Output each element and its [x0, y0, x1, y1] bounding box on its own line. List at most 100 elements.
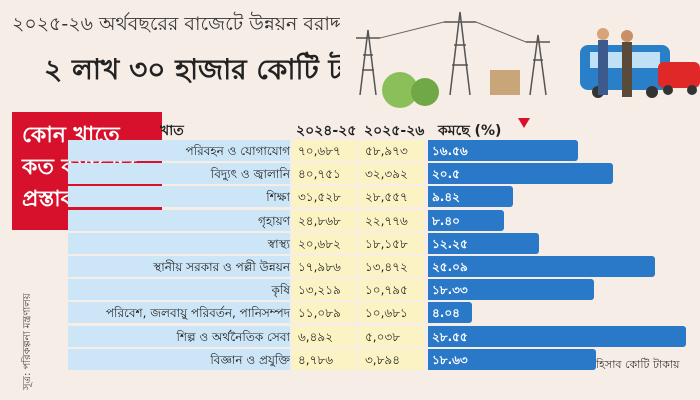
- unit-note: হিসাব কোটি টাকায়: [596, 358, 680, 371]
- cut-percent-bar: [428, 279, 594, 301]
- value-2024-25-cell: [292, 302, 357, 324]
- value-2025-26-cell: [359, 279, 424, 301]
- table-row: বিদ্যুৎ ও জ্বালানি ৪০,৭৫১ ৩২,৩৯২ ২০.৫: [0, 163, 700, 185]
- cut-percent-label: ২৮.৫৫: [432, 329, 468, 344]
- value-2025-26-cell: [359, 256, 424, 277]
- table-row: পরিবহন ও যোগাযোগ ৭০,৬৮৭ ৫৮,৯৭৩ ১৬.৫৬: [0, 140, 700, 162]
- value-2025-26: ৫,০৩৮: [365, 329, 400, 344]
- cut-percent-bar: [428, 209, 504, 231]
- value-2024-25-cell: [292, 232, 357, 254]
- value-2024-25: ২৪,৮৬৮: [298, 213, 341, 228]
- category-label: স্থানীয় সরকার ও পল্লী উন্নয়ন: [153, 260, 290, 274]
- value-2024-25: ৩১,৫২৮: [298, 190, 341, 205]
- table-row: কৃষি ১৩,২১৯ ১০,৭৯৫ ১৮.৩৩: [0, 279, 700, 301]
- value-2025-26-cell: [359, 232, 424, 254]
- value-2025-26-cell: [359, 186, 424, 208]
- value-2024-25-cell: [292, 348, 357, 370]
- value-2024-25-cell: [292, 186, 357, 208]
- infrastructure-illustration: [340, 0, 700, 108]
- category-label: বিজ্ঞান ও প্রযুক্তি: [210, 352, 290, 367]
- value-2024-25: ৪০,৭৫১: [298, 167, 341, 182]
- category-cell: [68, 348, 290, 370]
- cut-percent-label: ২৫.০৯: [432, 260, 468, 274]
- column-header-2025-26: ২০২৫-২৬: [364, 123, 425, 139]
- category-label: গৃহায়ণ: [258, 213, 290, 228]
- value-2025-26-cell: [359, 302, 424, 324]
- cut-percent-label: ১৮.৬৩: [432, 352, 468, 367]
- value-2024-25: ৭০,৬৮৭: [298, 144, 341, 158]
- value-2024-25-cell: [292, 279, 357, 301]
- category-cell: [68, 186, 290, 208]
- category-label: স্বাস্থ্য: [267, 236, 290, 251]
- category-cell: [68, 302, 290, 324]
- column-header-cut-percent: কমছে (%): [438, 123, 502, 139]
- table-row: পরিবেশ, জলবায়ু পরিবর্তন, পানিসম্পদ ১১,০৮…: [0, 302, 700, 324]
- table-row: বিজ্ঞান ও প্রযুক্তি ৪,৭৮৬ ৩,৮৯৪ ১৮.৬৩: [0, 348, 700, 371]
- cut-percent-bar: [428, 256, 655, 277]
- column-header-sector: খাত: [160, 123, 184, 139]
- value-2024-25: ৪,৭৮৬: [298, 352, 333, 367]
- value-2025-26: ১৮,১৫৮: [365, 236, 408, 251]
- category-cell: [68, 325, 290, 347]
- value-2024-25: ১৩,২১৯: [298, 283, 341, 298]
- value-2024-25-cell: [292, 209, 357, 231]
- cut-percent-bar: [428, 232, 539, 254]
- table-row: শিক্ষা ৩১,৫২৮ ২৮,৫৫৭ ৯.৪২: [0, 186, 700, 208]
- value-2024-25: ২০,৬৮২: [298, 236, 341, 251]
- category-label: বিদ্যুৎ ও জ্বালানি: [210, 167, 290, 182]
- cut-percent-label: ১২.২৫: [432, 236, 468, 251]
- cut-percent-label: ১৮.৩৩: [432, 283, 468, 298]
- table-row: স্বাস্থ্য ২০,৬৮২ ১৮,১৫৮ ১২.২৫: [0, 232, 700, 255]
- category-cell: [68, 209, 290, 231]
- value-2025-26-cell: [359, 140, 424, 161]
- cut-percent-bar: [428, 163, 614, 185]
- value-2024-25-cell: [292, 163, 357, 185]
- value-2024-25: ১১,০৮৯: [298, 306, 341, 321]
- category-label: পরিবেশ, জলবায়ু পরিবর্তন, পানিসম্পদ: [105, 306, 290, 321]
- table-row: গৃহায়ণ ২৪,৮৬৮ ২২,৭৭৬ ৮.৪০: [0, 209, 700, 232]
- category-label: শিল্প ও অর্থনৈতিক সেবা: [176, 329, 290, 344]
- value-2025-26: ১০,৭৯৫: [365, 283, 408, 298]
- value-2024-25: ১৭,৯৮৬: [298, 260, 341, 274]
- category-cell: [68, 256, 290, 277]
- value-2024-25: ৬,৪৯২: [298, 329, 333, 344]
- category-cell: [68, 140, 290, 161]
- cut-percent-label: ১৬.৫৬: [432, 144, 468, 158]
- value-2025-26: ৩২,৩৯২: [365, 167, 408, 182]
- value-2025-26-cell: [359, 209, 424, 231]
- value-2024-25-cell: [292, 256, 357, 277]
- value-2025-26-cell: [359, 163, 424, 185]
- value-2025-26-cell: [359, 348, 424, 370]
- cut-percent-bar: [428, 140, 578, 161]
- value-2025-26: ৫৮,৯৭৩: [365, 144, 408, 158]
- cut-percent-bar: [428, 325, 686, 347]
- category-label: কৃষি: [271, 283, 290, 298]
- cut-percent-label: ৮.৪০: [432, 213, 460, 228]
- category-label: পরিবহন ও যোগাযোগ: [185, 144, 290, 158]
- callout-line3: প্রস্তাব: [22, 187, 73, 212]
- category-label: শিক্ষা: [266, 190, 290, 205]
- value-2024-25-cell: [292, 140, 357, 161]
- value-2025-26-cell: [359, 325, 424, 347]
- cut-percent-bar: [428, 348, 597, 370]
- category-cell: [68, 279, 290, 301]
- header-title-line1: ২০২৫-২৬ অর্থবছরের বাজেটে উন্নয়ন বরাদ্দ: [12, 13, 344, 35]
- cut-percent-label: ৪.০৪: [432, 306, 460, 321]
- cut-percent-bar: [428, 302, 472, 324]
- value-2025-26: ৩,৮৯৪: [365, 352, 400, 367]
- value-2025-26: ২৮,৫৫৭: [365, 190, 408, 205]
- header-marker-icon: [518, 118, 530, 128]
- value-2025-26: ২২,৭৭৬: [365, 213, 408, 228]
- table-row: শিল্প ও অর্থনৈতিক সেবা ৬,৪৯২ ৫,০৩৮ ২৮.৫৫: [0, 325, 700, 348]
- value-2024-25-cell: [292, 325, 357, 347]
- cut-percent-label: ২০.৫: [432, 167, 460, 182]
- column-header-2024-25: ২০২৪-২৫: [296, 123, 357, 139]
- value-2025-26: ১৩,৪৭২: [365, 260, 408, 274]
- header-title-line2: ২ লাখ ৩০ হাজার কোটি টাকা: [44, 53, 380, 86]
- cut-percent-bar: [428, 186, 514, 208]
- category-cell: [68, 232, 290, 254]
- value-2025-26: ১০,৬৮১: [365, 306, 408, 321]
- category-cell: [68, 163, 290, 185]
- cut-percent-label: ৯.৪২: [432, 190, 460, 205]
- table-row: স্থানীয় সরকার ও পল্লী উন্নয়ন ১৭,৯৮৬ ১৩,৪…: [0, 256, 700, 278]
